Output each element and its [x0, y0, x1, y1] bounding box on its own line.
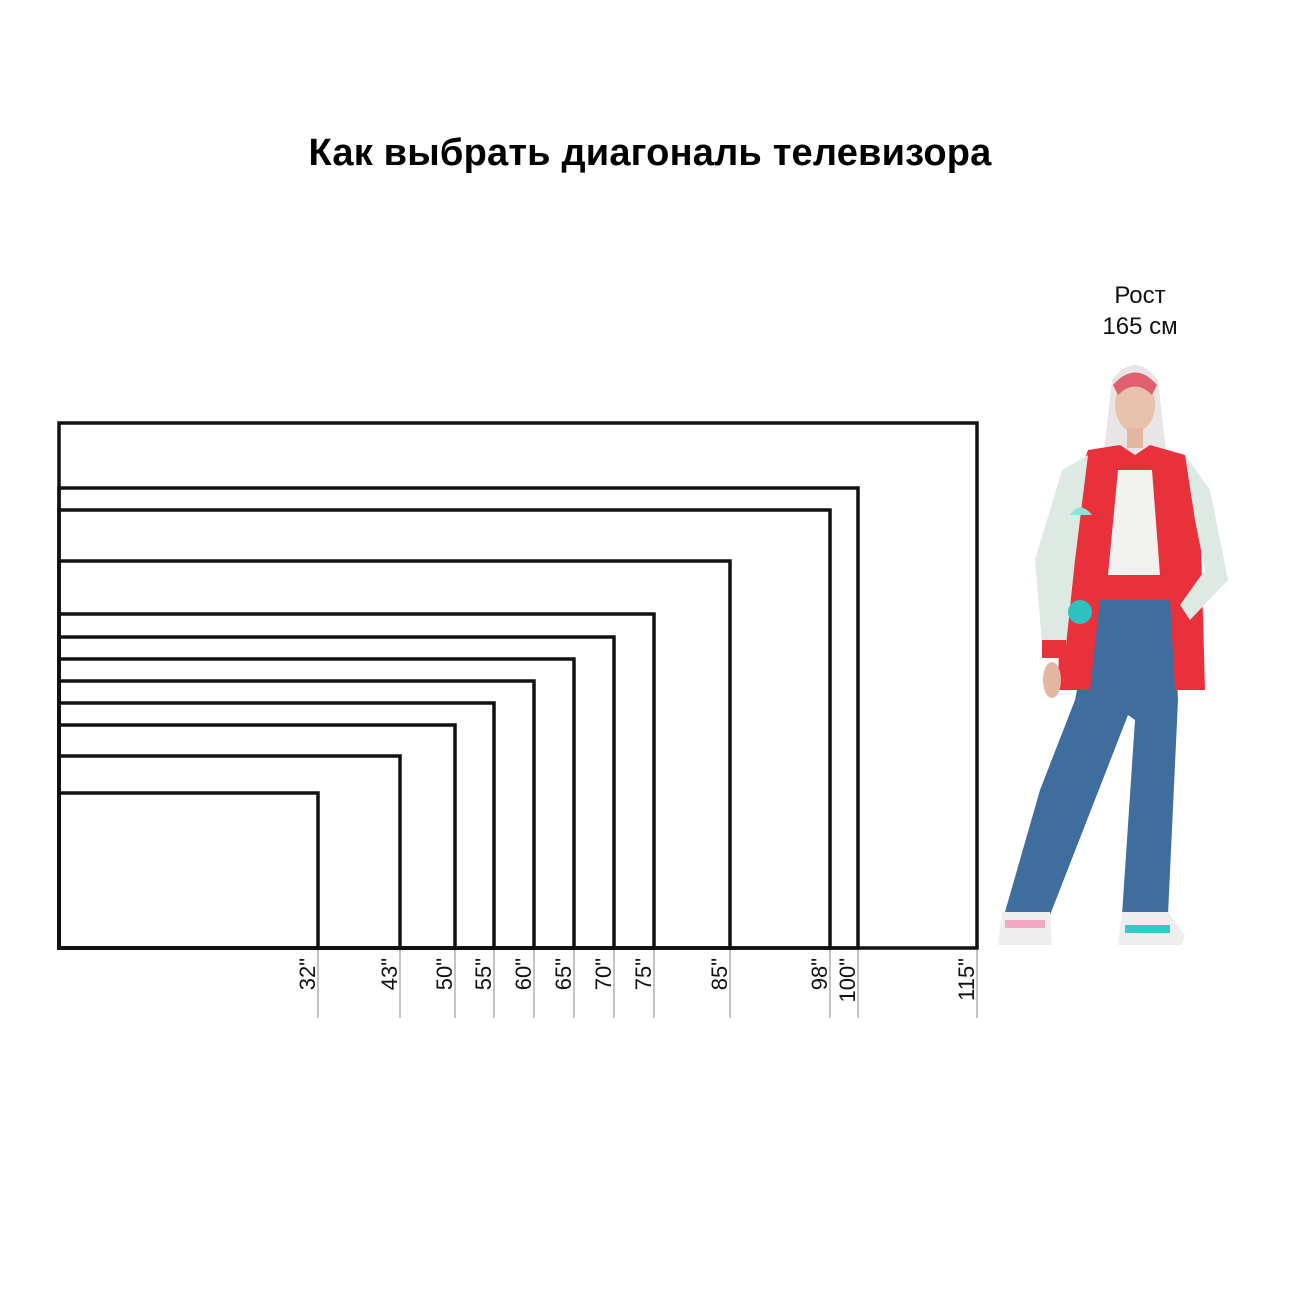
tv-outline-43	[57, 754, 402, 950]
size-label-70: 70"	[591, 958, 616, 990]
hand	[1043, 662, 1061, 698]
right-sleeve	[1180, 455, 1228, 620]
hair-streak	[1113, 372, 1157, 395]
tv-outline-98	[57, 508, 832, 950]
tv-outline-60	[57, 679, 536, 950]
left-sleeve	[1035, 455, 1088, 655]
size-label-55: 55"	[471, 958, 496, 990]
left-shoe-sole	[1005, 920, 1045, 928]
size-ticks: 32" 43" 50" 55" 60" 65" 70" 75" 85" 98" 100" 115"	[295, 950, 979, 1018]
tv-outline-75	[57, 612, 656, 950]
person-figure	[998, 365, 1228, 945]
tv-outline-50	[57, 723, 457, 950]
tv-outline-32	[57, 791, 320, 950]
height-label-line2: 165 см	[1102, 313, 1178, 340]
neck	[1127, 428, 1143, 448]
tv-outline-100	[57, 486, 860, 950]
left-shoe	[998, 912, 1052, 945]
size-label-65: 65"	[551, 958, 576, 990]
right-shoe-sole	[1125, 925, 1170, 933]
size-label-60: 60"	[511, 958, 536, 990]
size-label-98: 98"	[807, 958, 832, 990]
top	[1108, 470, 1160, 575]
size-label-32: 32"	[295, 958, 320, 990]
tv-outline-115	[57, 421, 979, 950]
tv-outlines	[57, 421, 979, 950]
size-label-50: 50"	[432, 958, 457, 990]
patch	[1068, 600, 1092, 624]
patch-cloud	[1070, 507, 1092, 515]
tv-outline-55	[57, 701, 496, 950]
jeans	[1005, 575, 1178, 915]
height-label: Рост 165 см	[1080, 280, 1200, 342]
size-label-115: 115"	[954, 958, 979, 1001]
size-label-75: 75"	[631, 958, 656, 990]
size-label-100: 100"	[835, 958, 860, 1003]
cuff	[1042, 640, 1066, 658]
head	[1115, 378, 1155, 432]
height-label-line1: Рост	[1114, 282, 1166, 309]
page-title: Как выбрать диагональ телевизора	[308, 132, 992, 174]
size-label-43: 43"	[377, 958, 402, 990]
size-label-85: 85"	[707, 958, 732, 990]
